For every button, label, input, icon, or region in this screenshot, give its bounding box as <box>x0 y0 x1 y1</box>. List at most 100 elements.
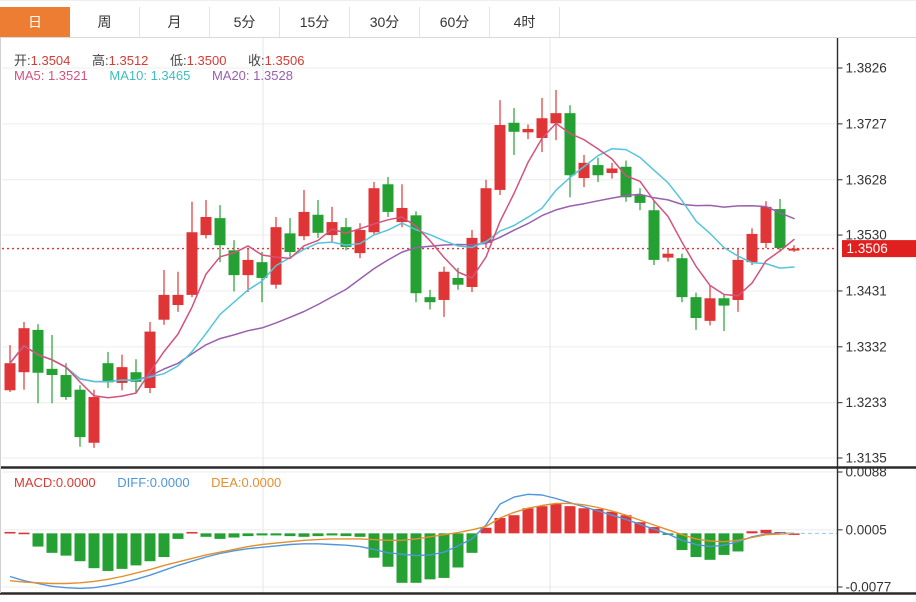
macd-hist-bar <box>746 531 758 534</box>
macd-hist-bar <box>452 533 464 568</box>
axis-tick-label: 1.3135 <box>846 451 887 466</box>
candle-body <box>480 188 492 243</box>
macd-hist-bar <box>648 527 660 534</box>
macd-hist-bar <box>298 533 310 537</box>
candle-body <box>648 210 660 260</box>
candle-body <box>396 207 408 223</box>
tab-60min[interactable]: 60分 <box>420 7 490 37</box>
ma20-value: 1.3528 <box>253 68 293 83</box>
candle-body <box>158 294 170 320</box>
candle-body <box>368 188 380 233</box>
low-label: 低: <box>170 53 187 68</box>
axis-tick-label: 1.3431 <box>846 283 887 298</box>
dea-label: DEA: <box>211 475 242 490</box>
high-value: 1.3512 <box>108 53 149 68</box>
candle-body <box>102 363 114 383</box>
macd-hist-bar <box>4 531 16 534</box>
candle-body <box>746 233 758 263</box>
tab-5min[interactable]: 5分 <box>210 7 280 37</box>
candle-body <box>774 209 786 249</box>
macd-hist-bar <box>186 531 198 534</box>
candle-body <box>564 113 576 176</box>
candle-body <box>676 258 688 298</box>
diff-label: DIFF: <box>117 475 150 490</box>
candle-body <box>228 250 240 276</box>
candle-body <box>60 375 72 398</box>
candle-body <box>732 259 744 300</box>
axis-tick-label: 1.3826 <box>846 61 887 76</box>
macd-hist-bar <box>116 533 128 569</box>
macd-hist-bar <box>578 508 590 534</box>
macd-hist-bar <box>410 533 422 583</box>
candle-body <box>508 122 520 132</box>
macd-label: MACD: <box>14 475 56 490</box>
candle-body <box>382 184 394 212</box>
last-price-tag-text: 1.3506 <box>847 241 888 256</box>
candle-body <box>284 233 296 252</box>
macd-hist-bar <box>788 533 800 535</box>
candle-body <box>718 298 730 306</box>
axis-tick-label: 0.0005 <box>846 522 887 537</box>
candle-body <box>466 237 478 287</box>
macd-hist-bar <box>74 533 86 562</box>
candle-body <box>242 259 254 276</box>
tab-week[interactable]: 周 <box>70 7 140 37</box>
ma-readout: MA5: 1.3521 MA10: 1.3465 MA20: 1.3528 <box>14 68 311 83</box>
candle-body <box>200 217 212 236</box>
candle-body <box>662 253 674 258</box>
macd-hist-bar <box>228 533 240 538</box>
open-value: 1.3504 <box>30 53 71 68</box>
candle-body <box>410 215 422 294</box>
period-tabbar: 日 周 月 5分 15分 30分 60分 4时 <box>0 0 916 38</box>
candle-body <box>578 162 590 179</box>
candle-body <box>172 294 184 306</box>
close-value: 1.3506 <box>264 53 305 68</box>
ma10-line <box>9 147 795 383</box>
ohlc-readout: 开:1.3504 高:1.3512 低:1.3500 收:1.3506 <box>14 50 322 69</box>
candle-body <box>494 125 506 190</box>
candle-body <box>46 368 58 376</box>
candle-body <box>18 328 30 373</box>
macd-hist-bar <box>270 533 282 536</box>
macd-hist-bar <box>242 533 254 537</box>
tab-15min[interactable]: 15分 <box>280 7 350 37</box>
macd-hist-bar <box>718 533 730 555</box>
candle-body <box>634 194 646 203</box>
axis-tick-label: 1.3332 <box>846 339 887 354</box>
open-label: 开: <box>14 53 31 68</box>
macd-hist-bar <box>480 527 492 534</box>
low-value: 1.3500 <box>186 53 227 68</box>
candle-body <box>592 165 604 176</box>
candle-body <box>424 297 436 303</box>
macd-hist-bar <box>606 511 618 534</box>
ma20-label: MA20: <box>211 68 250 83</box>
macd-hist-bar <box>18 532 30 535</box>
macd-hist-bar <box>32 533 44 547</box>
last-price-tag <box>842 240 916 258</box>
diff-value: 0.0000 <box>149 475 190 490</box>
ma10-value: 1.3465 <box>150 68 191 83</box>
candle-body <box>312 214 324 233</box>
macd-hist-bar <box>368 533 380 558</box>
macd-hist-bar <box>592 508 604 534</box>
tab-4hour[interactable]: 4时 <box>490 7 560 37</box>
candle-body <box>298 211 310 237</box>
tab-month[interactable]: 月 <box>140 7 210 37</box>
tab-30min[interactable]: 30分 <box>350 7 420 37</box>
macd-hist-bar <box>60 533 72 556</box>
macd-hist-bar <box>760 529 772 534</box>
high-label: 高: <box>92 53 109 68</box>
tab-day[interactable]: 日 <box>0 7 70 37</box>
ma10-label: MA10: <box>109 68 147 83</box>
candle-body <box>32 329 44 373</box>
macd-hist-bar <box>438 533 450 578</box>
candle-body <box>760 206 772 243</box>
candle-body <box>270 227 282 285</box>
candle-body <box>620 166 632 198</box>
candle-body <box>788 248 800 251</box>
candle-body <box>438 271 450 300</box>
diff-line <box>9 493 794 590</box>
macd-hist-bar <box>130 533 142 566</box>
macd-hist-bar <box>200 533 212 537</box>
